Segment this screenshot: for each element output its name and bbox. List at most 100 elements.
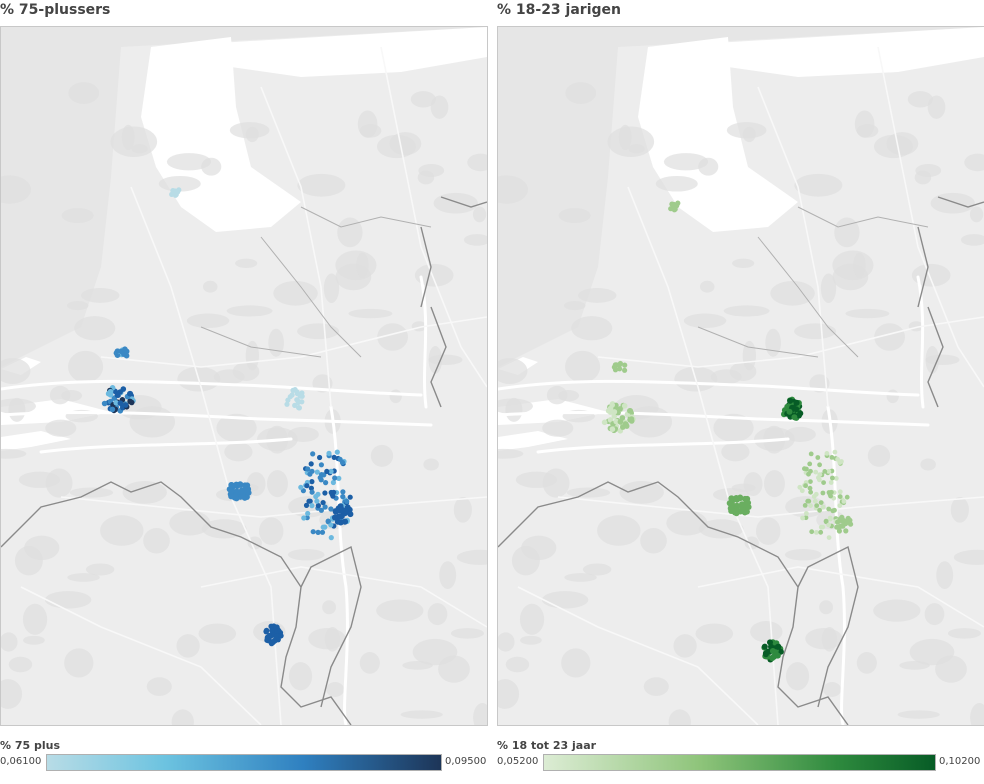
data-point[interactable] (812, 498, 818, 504)
data-point[interactable] (826, 469, 832, 474)
data-point[interactable] (290, 387, 296, 393)
data-point[interactable] (340, 489, 346, 495)
data-point[interactable] (328, 522, 334, 528)
data-point[interactable] (344, 498, 350, 504)
data-point[interactable] (323, 480, 329, 486)
data-point[interactable] (612, 367, 619, 373)
data-point[interactable] (804, 511, 809, 516)
data-point[interactable] (813, 469, 819, 475)
data-point[interactable] (271, 637, 278, 644)
data-point[interactable] (328, 535, 334, 541)
data-point[interactable] (823, 518, 829, 524)
data-point[interactable] (826, 490, 832, 495)
data-point[interactable] (797, 484, 803, 490)
data-point[interactable] (339, 459, 346, 466)
data-point[interactable] (228, 482, 235, 488)
data-point[interactable] (814, 503, 820, 508)
data-point[interactable] (821, 480, 826, 485)
data-point[interactable] (826, 522, 831, 528)
data-point[interactable] (836, 528, 842, 534)
data-point[interactable] (173, 192, 179, 198)
data-point[interactable] (324, 468, 330, 474)
data-point[interactable] (117, 400, 124, 407)
data-point[interactable] (808, 451, 814, 457)
data-point[interactable] (304, 483, 310, 489)
data-point[interactable] (337, 519, 344, 526)
data-point[interactable] (802, 503, 808, 508)
data-point[interactable] (266, 632, 273, 639)
data-point[interactable] (843, 528, 849, 534)
data-point[interactable] (305, 466, 311, 472)
data-point[interactable] (800, 515, 805, 521)
data-point[interactable] (772, 649, 779, 656)
data-point[interactable] (310, 529, 316, 535)
data-point[interactable] (294, 397, 300, 403)
data-point[interactable] (309, 489, 315, 495)
data-point[interactable] (601, 419, 608, 426)
data-point[interactable] (284, 401, 290, 407)
data-point[interactable] (806, 471, 811, 477)
data-point[interactable] (114, 348, 121, 355)
data-point[interactable] (820, 490, 826, 496)
data-point[interactable] (820, 504, 826, 510)
data-point[interactable] (817, 462, 822, 468)
data-point[interactable] (109, 406, 116, 413)
right-map[interactable] (497, 26, 984, 726)
data-point[interactable] (833, 476, 839, 481)
data-point[interactable] (818, 529, 824, 535)
data-point[interactable] (122, 402, 129, 408)
data-points[interactable] (101, 187, 354, 647)
data-point[interactable] (317, 454, 323, 461)
data-point[interactable] (803, 483, 808, 489)
data-point[interactable] (309, 479, 315, 485)
data-point[interactable] (617, 419, 624, 425)
data-point[interactable] (328, 489, 334, 496)
data-point[interactable] (799, 488, 805, 494)
data-point[interactable] (811, 494, 817, 499)
data-point[interactable] (739, 507, 746, 514)
data-point[interactable] (815, 455, 821, 460)
data-point[interactable] (318, 507, 324, 513)
data-point[interactable] (308, 485, 314, 491)
data-point[interactable] (325, 518, 331, 524)
data-point[interactable] (609, 402, 615, 408)
data-point[interactable] (808, 503, 813, 508)
data-point[interactable] (737, 495, 744, 502)
data-point[interactable] (296, 405, 302, 411)
data-point[interactable] (728, 495, 735, 502)
data-point[interactable] (314, 469, 320, 475)
data-point[interactable] (670, 201, 676, 207)
data-points[interactable] (601, 200, 854, 663)
data-point[interactable] (830, 475, 835, 481)
data-point[interactable] (738, 502, 745, 509)
data-point[interactable] (328, 468, 334, 474)
data-point[interactable] (330, 479, 336, 486)
data-point[interactable] (808, 479, 813, 484)
data-point[interactable] (331, 454, 337, 460)
data-point[interactable] (791, 414, 798, 421)
data-point[interactable] (837, 460, 843, 465)
data-point[interactable] (301, 515, 307, 521)
data-point[interactable] (268, 623, 275, 630)
data-point[interactable] (320, 500, 326, 506)
data-point[interactable] (609, 426, 616, 433)
data-point[interactable] (804, 466, 809, 472)
data-point[interactable] (822, 469, 828, 474)
data-point[interactable] (314, 498, 320, 504)
data-point[interactable] (340, 494, 346, 500)
data-point[interactable] (617, 366, 623, 372)
data-point[interactable] (298, 484, 304, 490)
data-point[interactable] (338, 507, 345, 514)
data-point[interactable] (843, 518, 850, 525)
data-point[interactable] (761, 643, 768, 650)
data-point[interactable] (336, 475, 342, 481)
data-point[interactable] (319, 529, 326, 535)
data-point[interactable] (832, 449, 838, 455)
data-point[interactable] (828, 516, 833, 522)
data-point[interactable] (127, 390, 133, 397)
data-point[interactable] (611, 409, 618, 415)
data-point[interactable] (315, 529, 321, 535)
data-point[interactable] (817, 507, 822, 513)
data-point[interactable] (841, 499, 847, 504)
data-point[interactable] (617, 406, 623, 412)
